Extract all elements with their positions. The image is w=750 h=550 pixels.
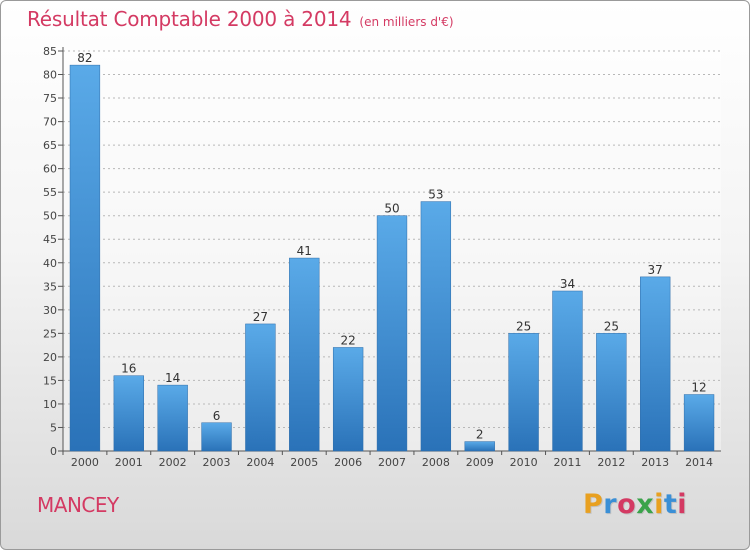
bar-2014 [683, 394, 715, 452]
bar-2010 [508, 333, 539, 452]
bar-2001 [113, 375, 144, 452]
bar-2011 [552, 290, 583, 452]
x-tick-label: 2012 [597, 456, 625, 469]
y-tick-label: 60 [43, 163, 57, 176]
y-tick-label: 75 [43, 92, 57, 105]
x-tick-label: 2014 [685, 456, 713, 469]
y-tick-label: 25 [43, 327, 57, 340]
logo-letter: i [677, 489, 688, 520]
y-tick-label: 40 [43, 257, 57, 270]
logo-letter: o [617, 489, 637, 520]
y-tick-label: 85 [43, 45, 57, 58]
bar-2013 [640, 276, 671, 452]
x-tick-label: 2010 [510, 456, 538, 469]
x-tick-label: 2002 [159, 456, 187, 469]
y-tick-label: 50 [43, 210, 57, 223]
label-layer: 82 16 14 6 27 41 22 50 53 2 25 34 25 37 12 [77, 51, 706, 441]
data-label: 82 [77, 51, 92, 65]
data-label: 50 [384, 202, 399, 216]
data-label: 41 [297, 244, 312, 258]
x-tick-label: 2013 [641, 456, 669, 469]
bar-2006 [332, 347, 364, 452]
data-label: 16 [121, 362, 136, 376]
commune-name: MANCEY [37, 493, 119, 517]
y-tick-label: 20 [43, 351, 57, 364]
data-label: 2 [476, 428, 484, 442]
title-row: Résultat Comptable 2000 à 2014 (en millie… [27, 7, 454, 31]
bar-2003 [201, 422, 232, 452]
data-label: 34 [560, 277, 575, 291]
y-tick-label: 15 [43, 374, 57, 387]
x-tick-label: 2008 [422, 456, 450, 469]
y-tick-label: 30 [43, 304, 57, 317]
chart-title: Résultat Comptable 2000 à 2014 [27, 7, 352, 31]
x-tick-label: 2005 [290, 456, 318, 469]
data-label: 6 [213, 409, 221, 423]
data-label: 27 [253, 310, 268, 324]
data-label: 53 [428, 188, 443, 202]
y-tick-label: 70 [43, 116, 57, 129]
axis-layer: 0 5 10 15 20 25 30 35 40 45 50 55 60 65 70 75 80 85 2000 20… [43, 45, 721, 469]
y-tick-label: 55 [43, 186, 57, 199]
data-label: 22 [340, 333, 355, 347]
bar-2005 [289, 257, 320, 452]
data-label: 25 [516, 319, 531, 333]
data-label: 14 [165, 371, 180, 385]
proxiti-logo: Proxiti [583, 489, 687, 520]
logo-letter: P [583, 489, 604, 520]
x-tick-label: 2011 [553, 456, 581, 469]
y-tick-label: 35 [43, 280, 57, 293]
x-tick-label: 2000 [71, 456, 99, 469]
y-tick-label: 5 [50, 421, 57, 434]
bar-2002 [157, 384, 188, 452]
x-tick-label: 2007 [378, 456, 406, 469]
x-tick-label: 2006 [334, 456, 362, 469]
y-tick-label: 65 [43, 139, 57, 152]
logo-letter: i [654, 489, 664, 520]
data-label: 12 [691, 381, 706, 395]
chart-subtitle: (en milliers d'€) [359, 15, 454, 29]
y-tick-label: 10 [43, 398, 57, 411]
bar-2007 [376, 215, 408, 452]
logo-letter: r [603, 489, 618, 520]
x-tick-label: 2001 [115, 456, 143, 469]
data-label: 25 [604, 319, 619, 333]
bar-2009 [464, 441, 495, 452]
bar-2004 [245, 323, 276, 452]
y-tick-label: 0 [50, 445, 57, 458]
y-tick-label: 45 [43, 233, 57, 246]
logo-letter: t [663, 489, 678, 520]
logo-letter: x [636, 489, 655, 520]
bar-layer [69, 64, 715, 452]
bar-2000 [69, 64, 101, 452]
x-tick-label: 2009 [466, 456, 494, 469]
y-tick-label: 80 [43, 69, 57, 82]
bar-2012 [596, 333, 627, 452]
x-tick-label: 2003 [203, 456, 231, 469]
data-label: 37 [648, 263, 663, 277]
x-tick-label: 2004 [246, 456, 274, 469]
bar-2008 [420, 201, 452, 452]
